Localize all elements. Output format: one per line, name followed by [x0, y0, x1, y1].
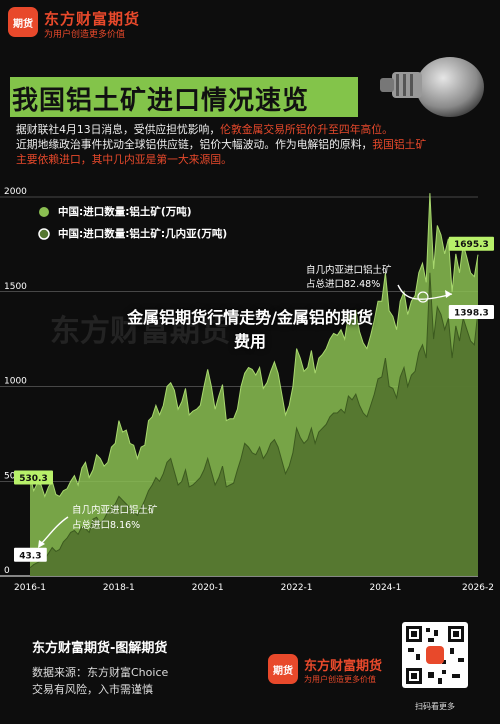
title-banner	[10, 77, 358, 117]
brand-slogan: 为用户创造更多价值	[44, 30, 126, 40]
x-tick-label: 2018-1	[103, 583, 135, 593]
legend-label: 中国:进口数量:铝土矿:几内亚(万吨)	[58, 227, 227, 240]
import-area-chart: 0 500 1000 1500 2000 东方财富期货 2016-1 2018-1 2020-1…	[0, 187, 494, 593]
overlay-title: 金属铝期货行情走势/金属铝的期货 费用	[127, 308, 373, 351]
page-title: 我国铝土矿进口情况速览	[12, 86, 310, 116]
x-tick-label: 2020-1	[192, 583, 224, 593]
legend-marker	[39, 207, 49, 217]
x-tick-label: 2022-1	[281, 583, 313, 593]
x-tick-label: 2024-1	[370, 583, 402, 593]
footer-slogan: 为用户创造更多价值	[304, 675, 376, 684]
value-label-box	[448, 236, 494, 251]
y-tick-label: 1000	[4, 377, 27, 387]
annotation-arrowhead	[445, 290, 452, 298]
annotation-guinea-share-2016-line2: 占总进口8.16%	[72, 519, 140, 531]
brand-logo-icon: 期货	[8, 7, 38, 37]
value-label: 1695.3	[454, 240, 489, 250]
annotation-arrow	[397, 284, 453, 300]
y-tick-label: 2000	[4, 187, 27, 197]
lightbulb-icon	[380, 57, 484, 117]
value-label-box	[14, 470, 53, 485]
annotation-arrowhead	[38, 540, 45, 548]
header: 期货 东方财富期货 为用户创造更多价值	[0, 0, 500, 48]
value-label-box	[448, 305, 494, 320]
intro-text: 据财联社4月13日消息，受供应担忧影响，伦敦金属交易所铝价升至四年高位。 近期地…	[16, 123, 427, 166]
y-tick-label: 500	[4, 471, 21, 481]
footer-logo-icon: 期货	[268, 654, 298, 684]
qr-label: 扫码看更多	[415, 702, 455, 711]
annotation-guinea-share-2026: 自几内亚进口铝土矿	[306, 264, 392, 276]
footer-title: 东方财富期货-图解期货	[32, 641, 168, 656]
series-guinea-line	[29, 272, 479, 569]
value-label: 530.3	[19, 474, 47, 484]
brand-name: 东方财富期货	[44, 10, 141, 28]
y-tick-label: 0	[4, 566, 10, 576]
y-tick-label: 1500	[4, 282, 27, 292]
footer-source: 数据来源：东方财富Choice 交易有风险，入市需谨慎	[32, 666, 169, 696]
value-label: 1398.3	[454, 309, 489, 319]
annotation-marker	[417, 291, 429, 303]
footer-brand: 东方财富期货	[304, 659, 383, 674]
value-label-box	[14, 547, 47, 562]
legend-label: 中国:进口数量:铝土矿(万吨)	[58, 205, 192, 218]
watermark: 东方财富期货	[50, 314, 230, 349]
legend-marker	[38, 228, 50, 240]
value-label: 43.3	[19, 551, 41, 561]
annotation-guinea-share-2016: 自几内亚进口铝土矿	[72, 504, 158, 516]
x-tick-label: 2026-2	[462, 583, 494, 593]
qr-code-icon[interactable]	[402, 622, 468, 688]
series-guinea-area	[30, 272, 478, 576]
x-tick-label: 2016-1	[14, 583, 46, 593]
annotation-guinea-share-2026-line2: 占总进口82.48%	[306, 278, 380, 290]
